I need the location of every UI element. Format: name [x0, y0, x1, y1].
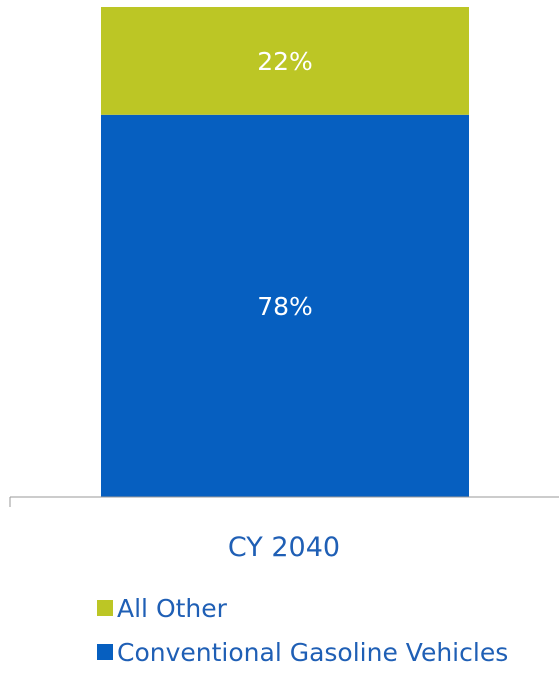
legend: All Other Conventional Gasoline Vehicles	[97, 590, 508, 678]
bar-segment-conventional-gasoline-vehicles	[101, 114, 469, 498]
category-label: CY 2040	[228, 532, 340, 563]
legend-item-conventional-gasoline-vehicles: Conventional Gasoline Vehicles	[97, 634, 508, 670]
legend-swatch-conventional-gasoline-vehicles	[97, 644, 113, 660]
bar-segment-all-other	[101, 7, 469, 115]
bar-group: 78% 22%	[101, 7, 469, 498]
legend-item-all-other: All Other	[97, 590, 508, 626]
data-label-conventional-gasoline-vehicles: 78%	[257, 292, 313, 321]
stacked-bar-chart: 78% 22% CY 2040	[9, 7, 559, 563]
legend-swatch-all-other	[97, 600, 113, 616]
data-label-all-other: 22%	[257, 47, 313, 76]
legend-label-conventional-gasoline-vehicles: Conventional Gasoline Vehicles	[117, 637, 509, 667]
legend-label-all-other: All Other	[117, 593, 227, 623]
